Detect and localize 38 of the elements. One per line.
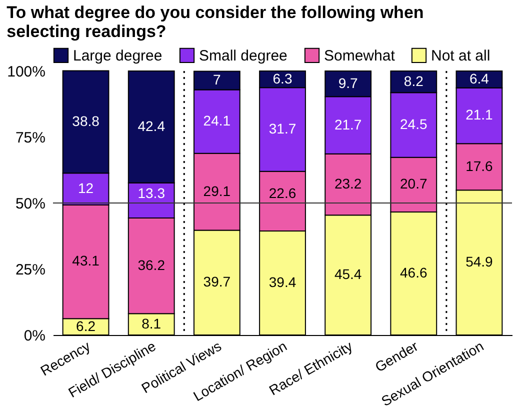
legend-label: Not at all: [431, 47, 490, 64]
data-label: 21.7: [334, 116, 362, 132]
data-label: 6.2: [76, 318, 96, 334]
data-label: 24.1: [203, 112, 231, 129]
chart-title: To what degree do you consider the following when selecting readings?: [6, 3, 424, 41]
data-label: 7: [213, 72, 222, 88]
data-label: 22.6: [268, 184, 296, 201]
data-label: 39.7: [203, 274, 231, 290]
data-label: 8.1: [142, 315, 162, 332]
y-tick-label: 75%: [15, 130, 46, 146]
data-label: 20.7: [400, 176, 428, 192]
data-label: 23.2: [334, 176, 362, 192]
data-label: 39.4: [268, 274, 296, 290]
data-label: 31.7: [268, 120, 296, 136]
data-label: 6.3: [272, 70, 292, 86]
data-label: 42.4: [138, 118, 166, 134]
data-label: 17.6: [466, 158, 494, 174]
legend-label: Small degree: [199, 47, 288, 64]
data-label: 9.7: [338, 74, 358, 91]
data-label: 21.1: [466, 106, 494, 123]
data-label: 29.1: [203, 182, 231, 199]
y-tick-label: 25%: [15, 262, 46, 278]
legend-label: Large degree: [73, 47, 162, 64]
legend-label: Somewhat: [324, 47, 396, 64]
data-label: 54.9: [466, 254, 494, 270]
data-label: 8.2: [404, 72, 424, 89]
y-tick-label: 0%: [24, 328, 46, 344]
data-label: 46.6: [400, 264, 428, 280]
data-label: 24.5: [400, 116, 428, 132]
data-label: 12: [78, 180, 94, 196]
data-label: 38.8: [72, 112, 100, 129]
y-tick-label: 100%: [7, 64, 46, 80]
data-label: 13.3: [138, 184, 166, 201]
data-label: 36.2: [138, 256, 166, 273]
data-label: 6.4: [469, 70, 490, 86]
data-label: 45.4: [334, 266, 362, 282]
y-tick-label: 50%: [15, 196, 46, 212]
data-label: 43.1: [72, 252, 100, 269]
